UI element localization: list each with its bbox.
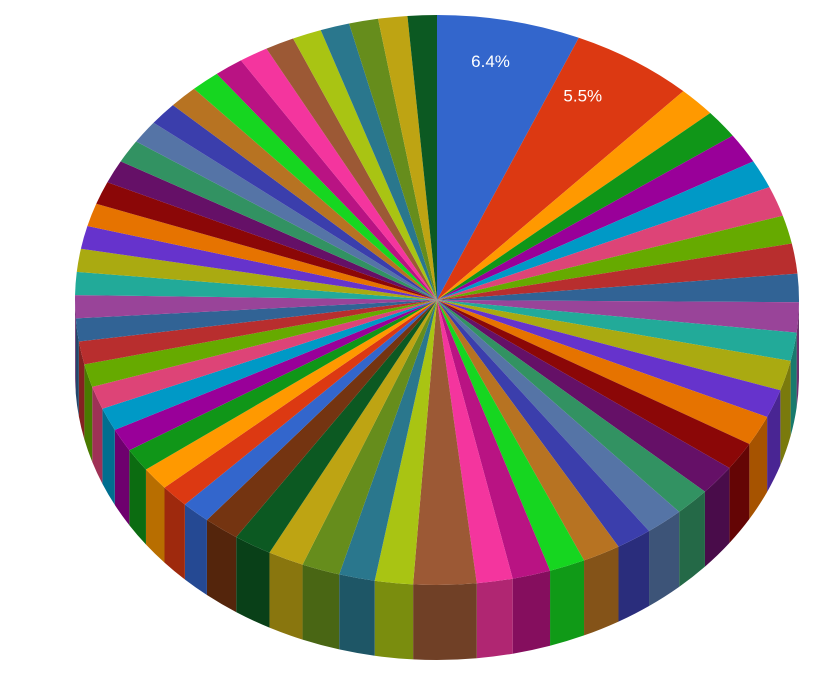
- slice: [164, 300, 437, 505]
- data-label: 6.4%: [471, 52, 510, 71]
- slice-side: [796, 302, 799, 408]
- slice: [80, 226, 437, 300]
- slice: [76, 248, 437, 300]
- slice: [437, 161, 770, 300]
- slice: [114, 300, 438, 451]
- slice: [102, 300, 438, 430]
- slice-side: [749, 416, 768, 520]
- slice: [407, 15, 437, 300]
- slice-side: [102, 408, 115, 505]
- slice-side: [649, 511, 680, 606]
- slice: [437, 300, 791, 391]
- slice-side: [164, 487, 185, 580]
- slice: [120, 141, 438, 300]
- slice-side: [704, 468, 730, 567]
- slice: [437, 135, 754, 300]
- slice: [437, 300, 781, 417]
- slice: [78, 300, 437, 365]
- slice: [320, 23, 437, 301]
- slice: [437, 91, 711, 300]
- slice: [413, 300, 477, 585]
- slice-side: [780, 360, 791, 466]
- slice: [107, 161, 437, 300]
- slice: [96, 182, 437, 300]
- slice-side: [75, 300, 76, 394]
- slice-side: [767, 390, 781, 492]
- slice: [266, 38, 437, 300]
- slice: [437, 300, 768, 445]
- slice: [269, 300, 437, 565]
- slice: [75, 271, 438, 300]
- slice-side: [512, 570, 551, 654]
- slice: [437, 300, 750, 469]
- slice-side: [75, 318, 79, 417]
- slice-side: [114, 429, 130, 526]
- slice-side: [679, 491, 705, 587]
- slice-side: [302, 564, 340, 650]
- slice-side: [145, 469, 165, 563]
- slice-side: [184, 504, 207, 596]
- slice: [240, 48, 437, 301]
- data-label: 5.5%: [563, 86, 602, 105]
- slice-side: [729, 444, 750, 544]
- slice-side: [413, 583, 477, 660]
- slice-side: [269, 552, 303, 640]
- slice-side: [476, 578, 513, 659]
- slice: [75, 300, 437, 342]
- slice: [437, 215, 792, 300]
- slice: [437, 300, 705, 512]
- slice-side: [206, 520, 237, 613]
- slice: [349, 18, 437, 300]
- slice: [206, 300, 437, 538]
- slice: [437, 37, 684, 301]
- slice: [302, 300, 437, 575]
- slice: [145, 300, 437, 488]
- slice-side: [790, 332, 797, 436]
- slice-side: [584, 546, 619, 636]
- slice: [236, 300, 437, 553]
- slice-side: [550, 560, 585, 646]
- slice: [216, 60, 437, 300]
- slice: [437, 300, 730, 492]
- slice: [153, 105, 437, 300]
- slice: [437, 15, 579, 300]
- slice-side: [339, 574, 375, 656]
- slice-side: [78, 341, 85, 440]
- slice-side: [236, 537, 270, 628]
- slice: [437, 300, 797, 361]
- slice: [437, 113, 733, 300]
- slice: [437, 273, 799, 303]
- slice: [293, 30, 437, 301]
- slice: [378, 15, 437, 300]
- slice: [437, 300, 619, 561]
- slice: [194, 73, 437, 301]
- slice: [374, 300, 437, 585]
- slice: [437, 187, 783, 300]
- slice: [437, 300, 799, 333]
- slice: [437, 300, 585, 571]
- slice-side: [84, 364, 93, 462]
- slice: [437, 300, 551, 579]
- slice: [437, 300, 650, 547]
- slice: [437, 243, 798, 300]
- slice-side: [374, 580, 414, 660]
- slice: [75, 295, 438, 319]
- slice: [184, 300, 437, 521]
- slice: [92, 300, 437, 409]
- slice-side: [618, 530, 650, 622]
- slice: [87, 203, 437, 300]
- slice: [437, 300, 513, 584]
- slice: [172, 88, 437, 300]
- slice: [136, 122, 437, 300]
- slice-side: [92, 386, 103, 484]
- slice: [339, 300, 437, 581]
- slice: [437, 300, 680, 531]
- slice-side: [129, 450, 146, 545]
- slice: [129, 300, 437, 470]
- slice: [84, 300, 437, 387]
